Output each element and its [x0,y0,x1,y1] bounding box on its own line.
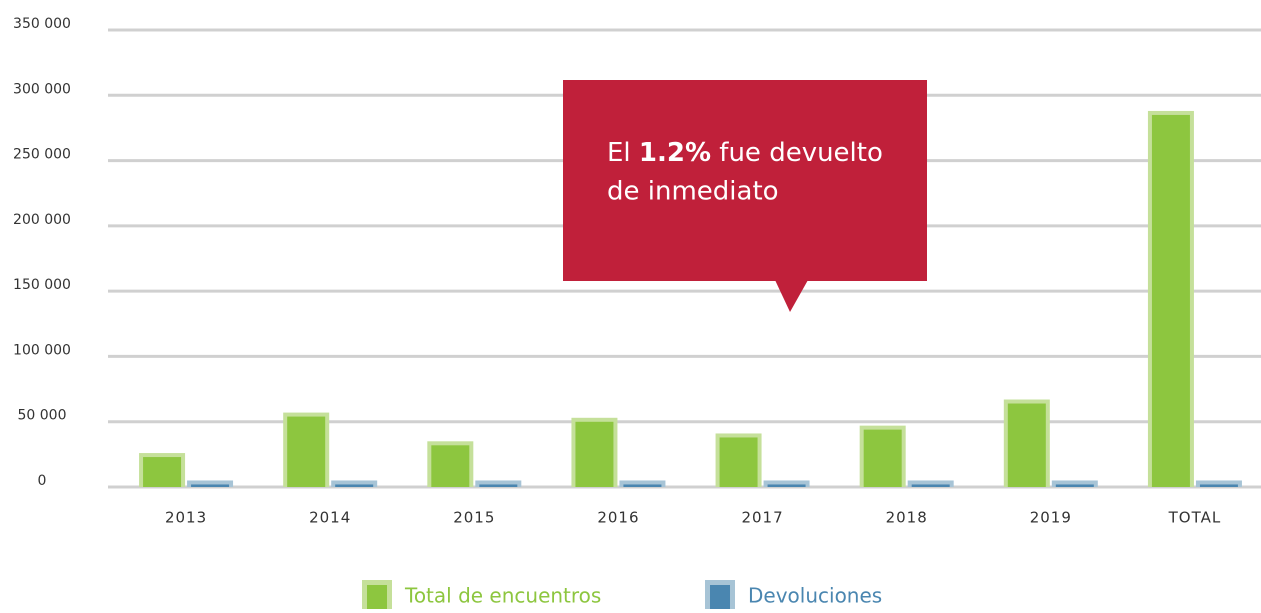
bar [187,480,234,487]
bar [331,480,378,487]
bar-fill [143,457,182,487]
legend-swatch [710,585,730,610]
bar-outline [1051,480,1098,487]
bar-outline [331,480,378,487]
annotation-box [563,80,927,281]
bar [763,480,810,487]
bar-outline [475,480,522,487]
bar [427,441,474,487]
y-tick-label: 50 000 [18,408,67,424]
legend-swatch [367,585,387,610]
bar-fill [191,484,230,487]
legend-label: Total de encuentros [404,584,601,608]
annotation-part: fue devuelto [711,138,883,168]
bar-outline [187,480,234,487]
x-tick-label: TOTAL [1168,509,1222,527]
bar [1003,399,1050,487]
annotation-part: El [607,138,639,168]
bar [1147,110,1194,487]
y-tick-label: 100 000 [13,342,71,358]
annotation-part: 1.2% [639,138,711,168]
bar-fill [719,437,758,487]
bar [571,417,618,487]
annotation-text: de inmediato [607,177,779,207]
x-tick-label: 2013 [165,509,207,527]
bar-fill [287,416,326,487]
annotation: El 1.2% fue devuelto de inmediato [563,80,927,312]
bar-fill [863,429,902,487]
x-tick-label: 2017 [741,509,783,527]
y-tick-label: 300 000 [13,81,71,97]
y-tick-label: 0 [38,473,47,489]
bar-fill [1007,403,1046,487]
bar [715,433,762,487]
bar-fill [1151,114,1190,487]
bar-fill [623,484,662,487]
bar [619,480,666,487]
x-tick-label: 2019 [1030,509,1072,527]
bar [907,480,954,487]
bar-fill [479,484,518,487]
y-tick-label: 250 000 [13,147,71,163]
y-tick-label: 350 000 [13,16,71,32]
bar [475,480,522,487]
legend-label: Devoluciones [748,584,882,608]
bar [283,412,330,487]
bar [139,453,186,487]
bar-fill [431,445,470,487]
bar-outline [907,480,954,487]
bar-outline [619,480,666,487]
annotation-pointer [775,280,808,312]
bar-fill [911,484,950,487]
bar-fill [1055,484,1094,487]
bar-outline [763,480,810,487]
y-tick-label: 150 000 [13,277,71,293]
bar-fill [335,484,374,487]
y-tick-label: 200 000 [13,212,71,228]
bar-fill [767,484,806,487]
bars [139,110,1242,487]
annotation-text: El 1.2% fue devuelto [607,138,883,168]
bar [859,425,906,487]
bar-outline [1195,480,1242,487]
bar [1195,480,1242,487]
bar-fill [1199,484,1238,487]
x-tick-label: 2015 [453,509,495,527]
bar-fill [575,421,614,487]
bar [1051,480,1098,487]
x-tick-label: 2018 [886,509,928,527]
x-tick-label: 2016 [597,509,639,527]
x-tick-label: 2014 [309,509,351,527]
